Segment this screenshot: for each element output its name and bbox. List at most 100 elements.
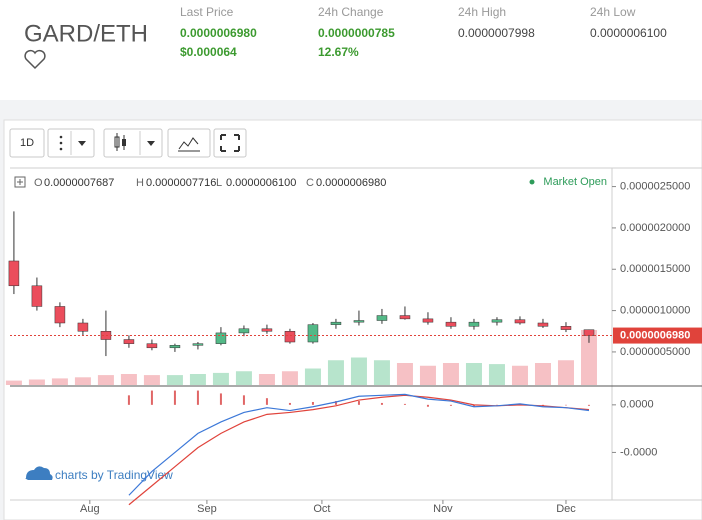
interval-button[interactable] (9, 128, 45, 158)
favorite-button[interactable] (24, 49, 46, 70)
y-tick-label: 0.0000005000 (620, 346, 690, 358)
candle-body (583, 329, 595, 336)
candle-body (146, 343, 158, 349)
last-price-box (613, 327, 702, 344)
candle-body (54, 306, 66, 324)
candle-body (330, 321, 342, 325)
ohlc-value: 0.0000006100 (226, 177, 296, 189)
status-dot (529, 179, 535, 185)
candle-body (537, 322, 549, 327)
candle-body (376, 315, 388, 321)
volume-bar (143, 375, 160, 385)
x-tick-label: Nov (433, 503, 453, 515)
macd-histogram-bar (242, 395, 245, 405)
candle-body (284, 331, 296, 343)
candle-body (31, 285, 43, 307)
macd-histogram-bar (495, 404, 498, 406)
pair-name: GARD/ETH (24, 20, 148, 47)
volume-bar (235, 371, 252, 385)
y-tick-label: 0.0000015000 (620, 263, 690, 275)
candle-body (560, 326, 572, 330)
stat-label: 24h High (458, 5, 506, 19)
candle-body (468, 321, 480, 327)
volume-bar (74, 377, 91, 385)
candle-body (261, 328, 273, 332)
candle-body (445, 321, 457, 327)
macd-histogram-bar (219, 393, 222, 405)
signal-line (128, 394, 590, 506)
macd-histogram-bar (334, 401, 337, 405)
volume-bar (281, 371, 298, 385)
stat-value: 0.0000006980 (180, 26, 257, 40)
stat-label: Last Price (180, 5, 234, 19)
volume-bar (97, 375, 114, 385)
stat-value: 0.0000000785 (318, 26, 395, 40)
macd-histogram-bar (288, 402, 291, 405)
macd-histogram-bar (127, 395, 130, 405)
macd-histogram-bar (587, 404, 590, 406)
ohlc-label: L (216, 177, 222, 189)
volume-bar (5, 380, 22, 385)
volume-bar (327, 360, 344, 385)
macd-histogram-bar (472, 404, 475, 407)
macd-histogram-bar (564, 404, 567, 406)
header-panel (0, 0, 702, 100)
volume-bar (511, 365, 528, 385)
toolbar-icons (59, 131, 240, 155)
volume-bar (419, 365, 436, 385)
candle-body (123, 339, 135, 344)
macd-histogram-bar (357, 401, 360, 405)
macd-histogram-bar (449, 404, 452, 406)
legend-toggle-icon (17, 179, 23, 185)
y-tick-label: 0.0000020000 (620, 222, 690, 234)
chart-panel (3, 119, 702, 520)
volume-bar (51, 378, 68, 385)
stat-value: 0.0000007998 (458, 26, 535, 40)
macd-histogram-bar (150, 390, 153, 405)
volume-bar (189, 374, 206, 385)
stat-value: $0.000064 (180, 45, 237, 59)
chart-type-button[interactable] (103, 128, 163, 158)
candle-body (169, 345, 181, 349)
macd-y-tick-label: 0.0000 (620, 399, 654, 411)
candle-body (77, 322, 89, 332)
macd-histogram-bar (403, 403, 406, 405)
volume-bar (396, 363, 413, 385)
volume-bar (580, 330, 597, 385)
volume-bar (304, 368, 321, 385)
fullscreen-button[interactable] (213, 128, 247, 158)
macd-y-tick-label: -0.0000 (620, 446, 657, 458)
candle-body (422, 318, 434, 323)
indicators-button[interactable] (167, 128, 211, 158)
last-price-label: 0.0000006980 (620, 329, 690, 341)
candle-body (215, 332, 227, 344)
volume-bar (120, 374, 137, 385)
volume-bar (28, 379, 45, 385)
ohlc-value: 0.0000007716 (146, 177, 216, 189)
stat-label: 24h Change (318, 5, 384, 19)
y-tick-label: 0.0000010000 (620, 304, 690, 316)
candle-body (491, 319, 503, 323)
macd-histogram-bar (311, 401, 314, 405)
volume-bar (373, 360, 390, 385)
macd-histogram-bar (173, 390, 176, 405)
candle-body (192, 343, 204, 346)
ohlc-value: 0.0000006980 (316, 177, 386, 189)
candle-body (238, 328, 250, 334)
macd-histogram-bar (426, 404, 429, 407)
y-tick-label: 0.0000025000 (620, 180, 690, 192)
ohlc-value: 0.0000007687 (44, 177, 114, 189)
stat-value: 0.0000006100 (590, 26, 667, 40)
volume-bar (488, 364, 505, 385)
candle-body (307, 324, 319, 343)
x-tick-label: Aug (80, 503, 100, 515)
legend-toggle[interactable] (14, 176, 26, 188)
candle-body (514, 319, 526, 324)
volume-bar (258, 374, 275, 385)
branding[interactable]: charts by TradingView (55, 468, 173, 482)
volume-bar (442, 363, 459, 385)
interval-label: 1D (20, 137, 34, 149)
macd-line (128, 393, 590, 496)
volume-bar (212, 372, 229, 385)
